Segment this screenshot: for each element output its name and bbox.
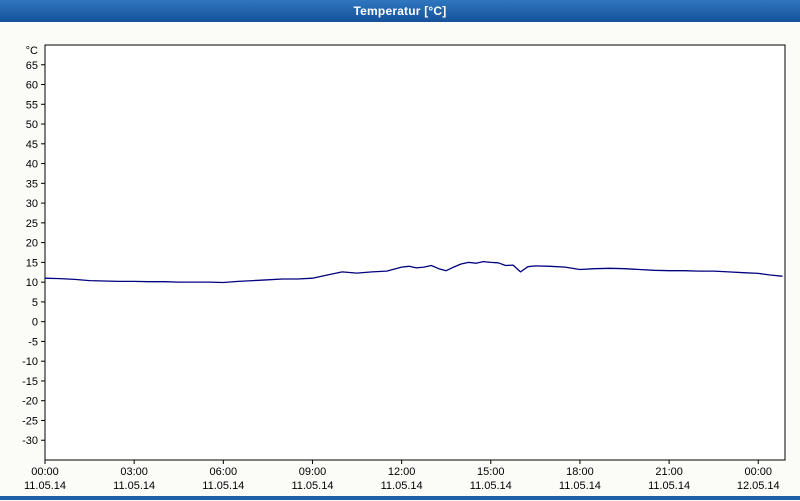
svg-text:11.05.14: 11.05.14	[559, 480, 601, 492]
svg-text:21:00: 21:00	[655, 466, 683, 478]
svg-text:-30: -30	[22, 435, 38, 447]
svg-text:11.05.14: 11.05.14	[381, 480, 423, 492]
svg-text:03:00: 03:00	[120, 466, 148, 478]
svg-text:-15: -15	[22, 376, 38, 388]
svg-text:0: 0	[32, 317, 38, 329]
svg-text:45: 45	[26, 139, 38, 151]
svg-text:35: 35	[26, 178, 38, 190]
svg-text:09:00: 09:00	[299, 466, 327, 478]
svg-text:00:00: 00:00	[31, 466, 59, 478]
svg-text:18:00: 18:00	[566, 466, 594, 478]
svg-text:15:00: 15:00	[477, 466, 505, 478]
svg-text:-5: -5	[28, 336, 38, 348]
bottom-accent-bar	[0, 496, 800, 500]
plot-border	[44, 44, 786, 461]
svg-text:06:00: 06:00	[210, 466, 238, 478]
svg-text:11.05.14: 11.05.14	[24, 480, 66, 492]
svg-text:11.05.14: 11.05.14	[113, 480, 155, 492]
x-axis-labels: 00:00 11.05.14 03:00 11.05.14 06:00 11.05.14 0…	[24, 466, 780, 492]
svg-text:10: 10	[26, 277, 38, 289]
svg-text:12:00: 12:00	[388, 466, 416, 478]
svg-text:55: 55	[26, 99, 38, 111]
svg-text:25: 25	[26, 218, 38, 230]
svg-text:11.05.14: 11.05.14	[470, 480, 512, 492]
svg-text:11.05.14: 11.05.14	[202, 480, 244, 492]
axis-ticks	[41, 64, 759, 464]
svg-text:20: 20	[26, 238, 38, 250]
temperature-line	[44, 260, 783, 284]
window-title-bar: Temperatur [°C]	[0, 0, 800, 22]
svg-text:-20: -20	[22, 396, 38, 408]
window-title: Temperatur [°C]	[353, 4, 447, 18]
svg-text:15: 15	[26, 257, 38, 269]
y-axis-labels: 65605550454035302520151050-5-10-15-20-25…	[22, 45, 38, 447]
svg-text:5: 5	[32, 297, 38, 309]
svg-text:60: 60	[26, 80, 38, 92]
svg-text:50: 50	[26, 119, 38, 131]
svg-text:40: 40	[26, 159, 38, 171]
chart-canvas: 65605550454035302520151050-5-10-15-20-25…	[22, 44, 786, 492]
temperature-chart: 65 60 55 50 45 40 35 30 25 20 15 10 5 0 -5 -10 -15 -20 -25…	[0, 22, 800, 496]
svg-text:30: 30	[26, 198, 38, 210]
svg-text:65: 65	[26, 60, 38, 72]
svg-text:-10: -10	[22, 356, 38, 368]
svg-text:12.05.14: 12.05.14	[737, 480, 780, 492]
svg-text:11.05.14: 11.05.14	[648, 480, 690, 492]
y-axis-unit-label: °C	[26, 45, 38, 57]
svg-text:11.05.14: 11.05.14	[291, 480, 333, 492]
svg-text:-25: -25	[22, 415, 38, 427]
svg-text:00:00: 00:00	[744, 466, 772, 478]
